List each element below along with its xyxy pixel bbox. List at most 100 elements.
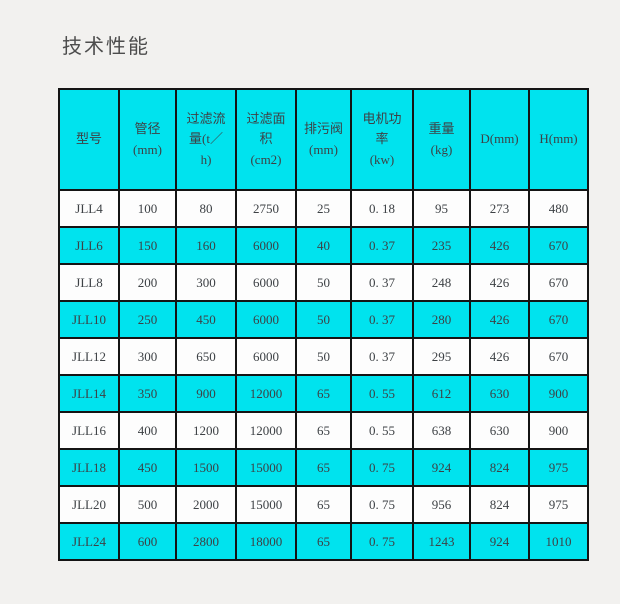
column-header: 过滤流 量(t／ h) xyxy=(175,88,237,191)
table-cell: 630 xyxy=(469,411,530,450)
table-row: JLL12 300 650 6000 50 0. 37 295 426 670 xyxy=(58,337,589,376)
table-cell: 426 xyxy=(469,263,530,302)
model-cell: JLL16 xyxy=(58,411,120,450)
model-cell: JLL24 xyxy=(58,522,120,561)
table-cell: 40 xyxy=(295,226,352,265)
table-cell: 95 xyxy=(412,189,471,228)
table-cell: 0. 37 xyxy=(350,226,414,265)
table-cell: 900 xyxy=(528,411,589,450)
table-cell: 1243 xyxy=(412,522,471,561)
table-cell: 12000 xyxy=(235,374,297,413)
table-cell: 824 xyxy=(469,485,530,524)
table-cell: 273 xyxy=(469,189,530,228)
table-cell: 0. 37 xyxy=(350,300,414,339)
table-cell: 670 xyxy=(528,300,589,339)
table-cell: 426 xyxy=(469,300,530,339)
spec-table-body: JLL4 100 80 2750 25 0. 18 95 273 480 JLL6 150 160 60… xyxy=(58,189,589,561)
table-cell: 248 xyxy=(412,263,471,302)
table-cell: 0. 55 xyxy=(350,374,414,413)
table-row: JLL8 200 300 6000 50 0. 37 248 426 670 xyxy=(58,263,589,302)
column-header: D(mm) xyxy=(469,88,530,191)
model-cell: JLL20 xyxy=(58,485,120,524)
table-cell: 1500 xyxy=(175,448,237,487)
table-cell: 426 xyxy=(469,337,530,376)
table-row: JLL4 100 80 2750 25 0. 18 95 273 480 xyxy=(58,189,589,228)
table-cell: 0. 37 xyxy=(350,263,414,302)
table-cell: 824 xyxy=(469,448,530,487)
table-cell: 670 xyxy=(528,263,589,302)
table-cell: 15000 xyxy=(235,485,297,524)
table-cell: 450 xyxy=(175,300,237,339)
model-cell: JLL4 xyxy=(58,189,120,228)
table-cell: 900 xyxy=(528,374,589,413)
table-cell: 500 xyxy=(118,485,177,524)
table-cell: 480 xyxy=(528,189,589,228)
table-cell: 80 xyxy=(175,189,237,228)
table-row: JLL20 500 2000 15000 65 0. 75 956 824 975 xyxy=(58,485,589,524)
table-cell: 50 xyxy=(295,300,352,339)
model-cell: JLL18 xyxy=(58,448,120,487)
model-cell: JLL14 xyxy=(58,374,120,413)
table-cell: 956 xyxy=(412,485,471,524)
table-cell: 6000 xyxy=(235,337,297,376)
table-cell: 0. 75 xyxy=(350,448,414,487)
table-cell: 25 xyxy=(295,189,352,228)
table-cell: 6000 xyxy=(235,226,297,265)
column-header: 重量 (kg) xyxy=(412,88,471,191)
column-header: 电机功 率 (kw) xyxy=(350,88,414,191)
table-cell: 300 xyxy=(175,263,237,302)
table-cell: 630 xyxy=(469,374,530,413)
table-cell: 65 xyxy=(295,411,352,450)
table-cell: 1010 xyxy=(528,522,589,561)
table-row: JLL14 350 900 12000 65 0. 55 612 630 900 xyxy=(58,374,589,413)
model-cell: JLL10 xyxy=(58,300,120,339)
table-cell: 975 xyxy=(528,485,589,524)
table-cell: 235 xyxy=(412,226,471,265)
model-cell: JLL8 xyxy=(58,263,120,302)
table-cell: 426 xyxy=(469,226,530,265)
table-cell: 650 xyxy=(175,337,237,376)
table-cell: 18000 xyxy=(235,522,297,561)
table-cell: 6000 xyxy=(235,300,297,339)
table-cell: 50 xyxy=(295,337,352,376)
table-cell: 0. 75 xyxy=(350,522,414,561)
table-cell: 0. 75 xyxy=(350,485,414,524)
model-cell: JLL12 xyxy=(58,337,120,376)
table-cell: 900 xyxy=(175,374,237,413)
table-cell: 15000 xyxy=(235,448,297,487)
column-header: 型号 xyxy=(58,88,120,191)
table-cell: 150 xyxy=(118,226,177,265)
table-cell: 1200 xyxy=(175,411,237,450)
table-cell: 975 xyxy=(528,448,589,487)
table-cell: 670 xyxy=(528,337,589,376)
table-cell: 12000 xyxy=(235,411,297,450)
table-cell: 0. 37 xyxy=(350,337,414,376)
table-cell: 2800 xyxy=(175,522,237,561)
table-cell: 100 xyxy=(118,189,177,228)
table-cell: 2000 xyxy=(175,485,237,524)
table-cell: 924 xyxy=(469,522,530,561)
table-cell: 160 xyxy=(175,226,237,265)
table-row: JLL6 150 160 6000 40 0. 37 235 426 670 xyxy=(58,226,589,265)
table-cell: 65 xyxy=(295,522,352,561)
table-cell: 65 xyxy=(295,448,352,487)
column-header: 排污阀 (mm) xyxy=(295,88,352,191)
table-row: JLL10 250 450 6000 50 0. 37 280 426 670 xyxy=(58,300,589,339)
table-row: JLL16 400 1200 12000 65 0. 55 638 630 900 xyxy=(58,411,589,450)
table-cell: 295 xyxy=(412,337,471,376)
column-header: H(mm) xyxy=(528,88,589,191)
table-cell: 250 xyxy=(118,300,177,339)
spec-table: 型号 管径 (mm) 过滤流 量(t／ h) 过滤面 积 (cm2) 排污阀 (mm) 电… xyxy=(58,88,589,561)
page-title: 技术性能 xyxy=(62,36,150,58)
model-cell: JLL6 xyxy=(58,226,120,265)
table-cell: 350 xyxy=(118,374,177,413)
table-cell: 280 xyxy=(412,300,471,339)
table-cell: 638 xyxy=(412,411,471,450)
header-row: 型号 管径 (mm) 过滤流 量(t／ h) 过滤面 积 (cm2) 排污阀 (mm) 电… xyxy=(58,88,589,191)
table-cell: 6000 xyxy=(235,263,297,302)
table-cell: 300 xyxy=(118,337,177,376)
table-cell: 450 xyxy=(118,448,177,487)
table-cell: 65 xyxy=(295,485,352,524)
table-row: JLL18 450 1500 15000 65 0. 75 924 824 975 xyxy=(58,448,589,487)
table-cell: 0. 18 xyxy=(350,189,414,228)
